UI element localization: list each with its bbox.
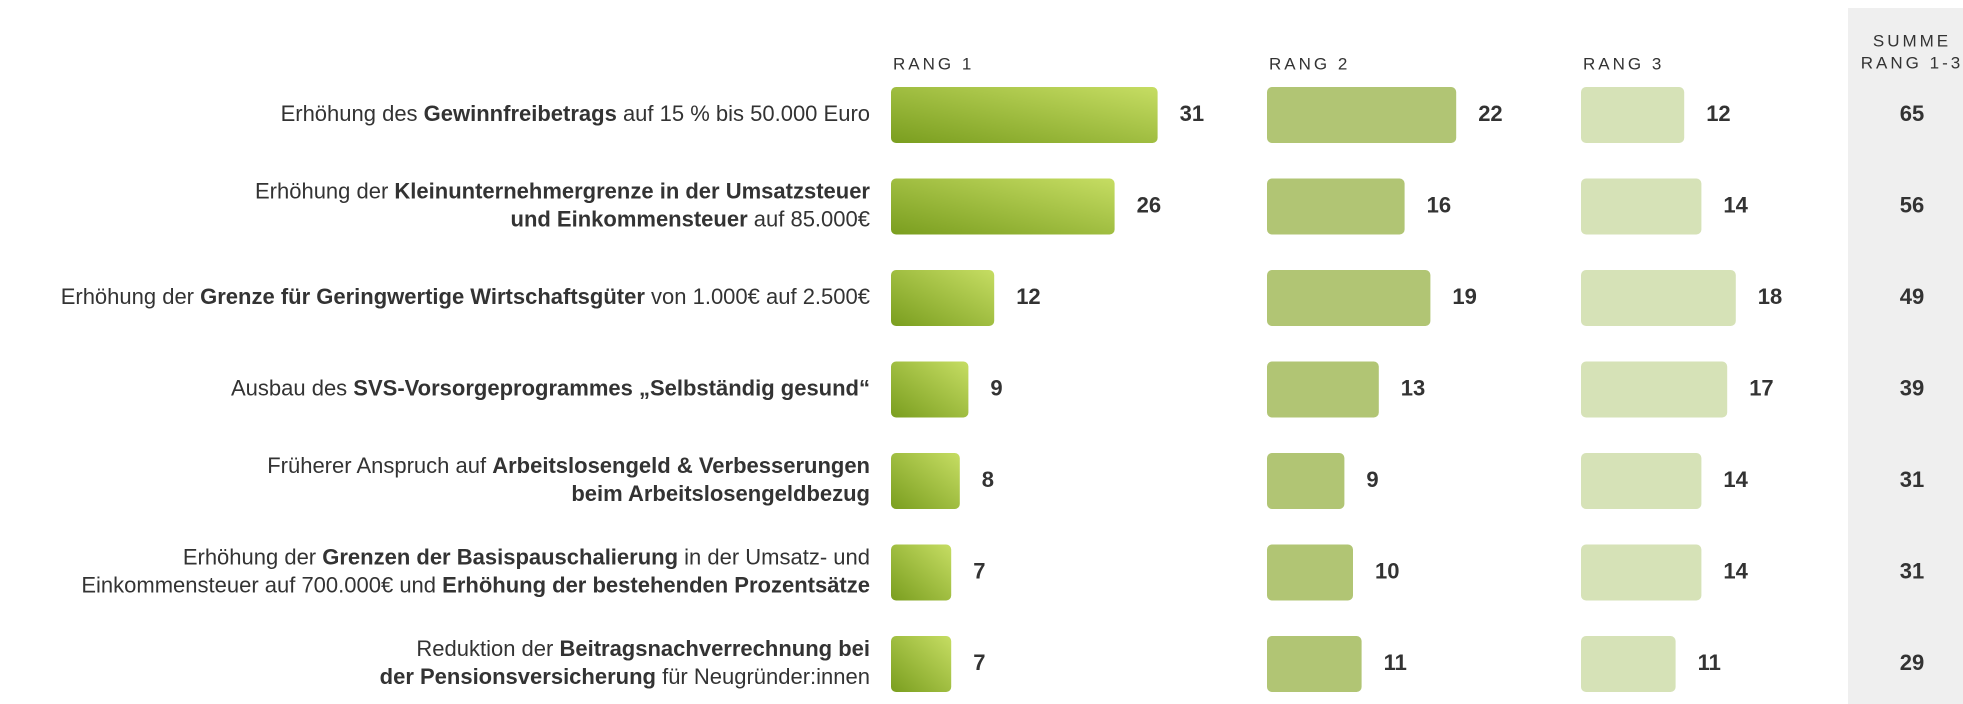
bar [891,544,952,601]
bar [891,270,995,326]
total-value: 31 [1900,467,1924,492]
value-label: 16 [1427,192,1451,217]
bar [1581,178,1702,235]
total-value: 31 [1900,558,1924,583]
bar [1581,87,1685,143]
series-header: RANG 2 [1269,54,1350,73]
bar [1267,87,1457,143]
label-segment: Arbeitslosengeld & Verbesserungen [492,453,870,478]
label-segment: Erhöhung der bestehenden Prozentsätze [442,572,870,597]
bar [1581,453,1702,509]
value-label: 31 [1180,101,1204,126]
value-label: 9 [1366,467,1378,492]
category-label: der Pensionsversicherung für Neugründer:… [380,664,870,689]
total-value: 56 [1900,192,1924,217]
label-segment: in der Umsatz- und [678,544,870,569]
totals-header: RANG 1-3 [1861,53,1963,72]
total-value: 65 [1900,101,1924,126]
value-label: 13 [1401,375,1425,400]
total-value: 29 [1900,650,1924,675]
total-value: 39 [1900,375,1924,400]
label-segment: Ausbau des [231,375,353,400]
series-header: RANG 1 [893,54,974,73]
bar [1581,361,1728,418]
label-segment: Erhöhung des [281,101,424,126]
bar [1267,636,1362,692]
label-segment: Einkommensteuer auf 700.000€ und [81,572,442,597]
value-label: 26 [1137,192,1161,217]
bar [1581,636,1676,692]
category-label: Ausbau des SVS-Vorsorgeprogrammes „Selbs… [231,375,870,400]
label-segment: Beitragsnachverrechnung bei [559,636,870,661]
value-label: 9 [990,375,1002,400]
value-label: 12 [1016,284,1040,309]
label-segment: Grenzen der Basispauschalierung [322,544,678,569]
value-label: 10 [1375,558,1399,583]
label-segment: auf 85.000€ [748,206,870,231]
category-label: Erhöhung der Grenze für Geringwertige Wi… [61,284,870,309]
bar [1581,544,1702,601]
label-segment: Erhöhung der [61,284,200,309]
category-label: Einkommensteuer auf 700.000€ und Erhöhun… [81,572,870,597]
label-segment: beim Arbeitslosengeldbezug [571,481,870,506]
value-label: 18 [1758,284,1782,309]
bar [1267,453,1345,509]
total-value: 49 [1900,284,1924,309]
value-label: 11 [1698,650,1721,675]
bar [891,178,1115,235]
category-label: und Einkommensteuer auf 85.000€ [511,206,871,231]
label-segment: von 1.000€ auf 2.500€ [645,284,870,309]
bar [1267,270,1431,326]
bar [1267,544,1353,601]
value-label: 22 [1478,101,1502,126]
value-label: 7 [973,650,985,675]
bar [1267,361,1379,418]
value-label: 14 [1723,558,1748,583]
category-label: Erhöhung der Grenzen der Basispauschalie… [183,544,870,569]
value-label: 19 [1452,284,1476,309]
bar [891,87,1158,143]
label-segment: Gewinnfreibetrags [424,101,617,126]
bar [891,453,960,509]
label-segment: Reduktion der [416,636,559,661]
value-label: 8 [982,467,994,492]
bar [1581,270,1736,326]
value-label: 14 [1723,192,1748,217]
label-segment: Grenze für Geringwertige Wirtschaftsgüte… [200,284,645,309]
value-label: 12 [1706,101,1730,126]
label-segment: Kleinunternehmergrenze in der Umsatzsteu… [394,178,870,203]
label-segment: Erhöhung der [255,178,394,203]
category-label: Früherer Anspruch auf Arbeitslosengeld &… [267,453,870,478]
bar [891,361,969,418]
value-label: 17 [1749,375,1773,400]
label-segment: SVS-Vorsorgeprogrammes „Selbständig gesu… [353,375,870,400]
category-label: Erhöhung des Gewinnfreibetrags auf 15 % … [281,101,870,126]
label-segment: und Einkommensteuer [511,206,749,231]
series-header: RANG 3 [1583,54,1664,73]
category-label: Erhöhung der Kleinunternehmergrenze in d… [255,178,870,203]
label-segment: auf 15 % bis 50.000 Euro [617,101,870,126]
totals-background [1848,8,1963,704]
value-label: 7 [973,558,985,583]
label-segment: der Pensionsversicherung [380,664,656,689]
value-label: 11 [1384,650,1407,675]
category-label: Reduktion der Beitragsnachverrechnung be… [416,636,870,661]
value-label: 14 [1723,467,1748,492]
category-label: beim Arbeitslosengeldbezug [571,481,870,506]
totals-header: SUMME [1873,31,1951,50]
label-segment: Erhöhung der [183,544,322,569]
bar [1267,178,1405,235]
bar [891,636,952,692]
label-segment: Früherer Anspruch auf [267,453,492,478]
label-segment: für Neugründer:innen [656,664,870,689]
